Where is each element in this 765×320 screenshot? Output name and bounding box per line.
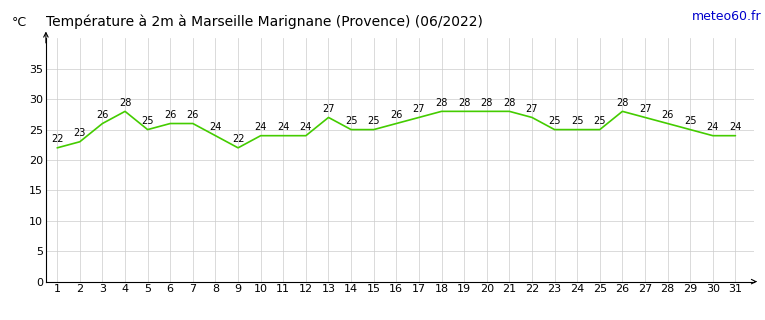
Text: 26: 26 [187, 110, 199, 120]
Text: 26: 26 [164, 110, 177, 120]
Text: 25: 25 [594, 116, 606, 126]
Text: 22: 22 [232, 134, 244, 144]
Text: 22: 22 [51, 134, 63, 144]
Text: 24: 24 [255, 122, 267, 132]
Text: 25: 25 [367, 116, 380, 126]
Text: 24: 24 [210, 122, 222, 132]
Text: Température à 2m à Marseille Marignane (Provence) (06/2022): Température à 2m à Marseille Marignane (… [46, 14, 483, 29]
Text: 26: 26 [390, 110, 402, 120]
Text: 28: 28 [480, 98, 493, 108]
Text: °C: °C [11, 16, 27, 29]
Text: 25: 25 [571, 116, 584, 126]
Text: 25: 25 [684, 116, 696, 126]
Text: 24: 24 [707, 122, 719, 132]
Text: 28: 28 [119, 98, 132, 108]
Text: 24: 24 [300, 122, 312, 132]
Text: 27: 27 [526, 104, 539, 114]
Text: 24: 24 [277, 122, 289, 132]
Text: 26: 26 [662, 110, 674, 120]
Text: 28: 28 [458, 98, 470, 108]
Text: 28: 28 [617, 98, 629, 108]
Text: 26: 26 [96, 110, 109, 120]
Text: 24: 24 [729, 122, 741, 132]
Text: 25: 25 [549, 116, 561, 126]
Text: meteo60.fr: meteo60.fr [692, 10, 761, 23]
Text: 28: 28 [503, 98, 516, 108]
Text: 23: 23 [73, 128, 86, 138]
Text: 27: 27 [412, 104, 425, 114]
Text: 27: 27 [322, 104, 335, 114]
Text: 25: 25 [345, 116, 357, 126]
Text: 25: 25 [142, 116, 154, 126]
Text: 27: 27 [639, 104, 651, 114]
Text: 28: 28 [435, 98, 448, 108]
